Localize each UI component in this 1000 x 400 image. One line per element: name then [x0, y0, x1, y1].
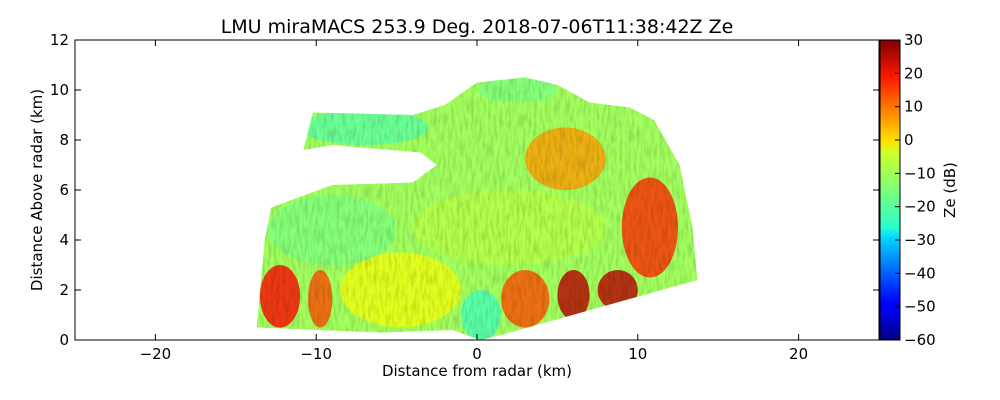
x-tick-label: 20 — [789, 345, 808, 363]
y-tick-label: 0 — [59, 331, 69, 349]
y-tick-label: 10 — [50, 81, 69, 99]
colorbar: 30 20 10 0 −10 −20 −30 −40 −50 −60 Ze (dB) — [879, 31, 959, 349]
colorbar-tick-label: −10 — [904, 164, 936, 182]
x-axis-label: Distance from radar (km) — [382, 362, 572, 380]
colorbar-gradient — [879, 39, 901, 341]
y-axis-ticks: 0 2 4 6 8 10 12 — [50, 31, 879, 349]
y-tick-label: 12 — [50, 31, 69, 49]
x-axis-ticks: −20 −10 0 10 20 — [140, 40, 808, 363]
chart-title: LMU miraMACS 253.9 Deg. 2018-07-06T11:38… — [221, 16, 734, 38]
colorbar-label: Ze (dB) — [941, 162, 959, 218]
colorbar-tick-label: 20 — [904, 64, 923, 82]
colorbar-tick-label: −40 — [904, 264, 936, 282]
colorbar-tick-label: −50 — [904, 298, 936, 316]
plot-area: −20 −10 0 10 20 0 2 4 6 8 10 12 — [50, 31, 880, 363]
x-tick-label: −10 — [300, 345, 332, 363]
colorbar-tick-label: −20 — [904, 198, 936, 216]
colorbar-tick-label: 30 — [904, 31, 923, 49]
speckle-texture — [256, 77, 698, 340]
colorbar-tick-label: 10 — [904, 98, 923, 116]
y-tick-label: 6 — [59, 181, 69, 199]
radar-data-layer — [256, 77, 698, 340]
colorbar-tick-label: −30 — [904, 231, 936, 249]
colorbar-ticks: 30 20 10 0 −10 −20 −30 −40 −50 −60 — [895, 31, 936, 349]
colorbar-tick-label: −60 — [904, 331, 936, 349]
y-tick-label: 2 — [59, 281, 69, 299]
y-axis-label: Distance Above radar (km) — [28, 89, 46, 291]
y-tick-label: 8 — [59, 131, 69, 149]
y-tick-label: 4 — [59, 231, 69, 249]
x-tick-label: 10 — [628, 345, 647, 363]
x-tick-label: 0 — [472, 345, 482, 363]
colorbar-tick-label: 0 — [904, 131, 914, 149]
x-tick-label: −20 — [140, 345, 172, 363]
